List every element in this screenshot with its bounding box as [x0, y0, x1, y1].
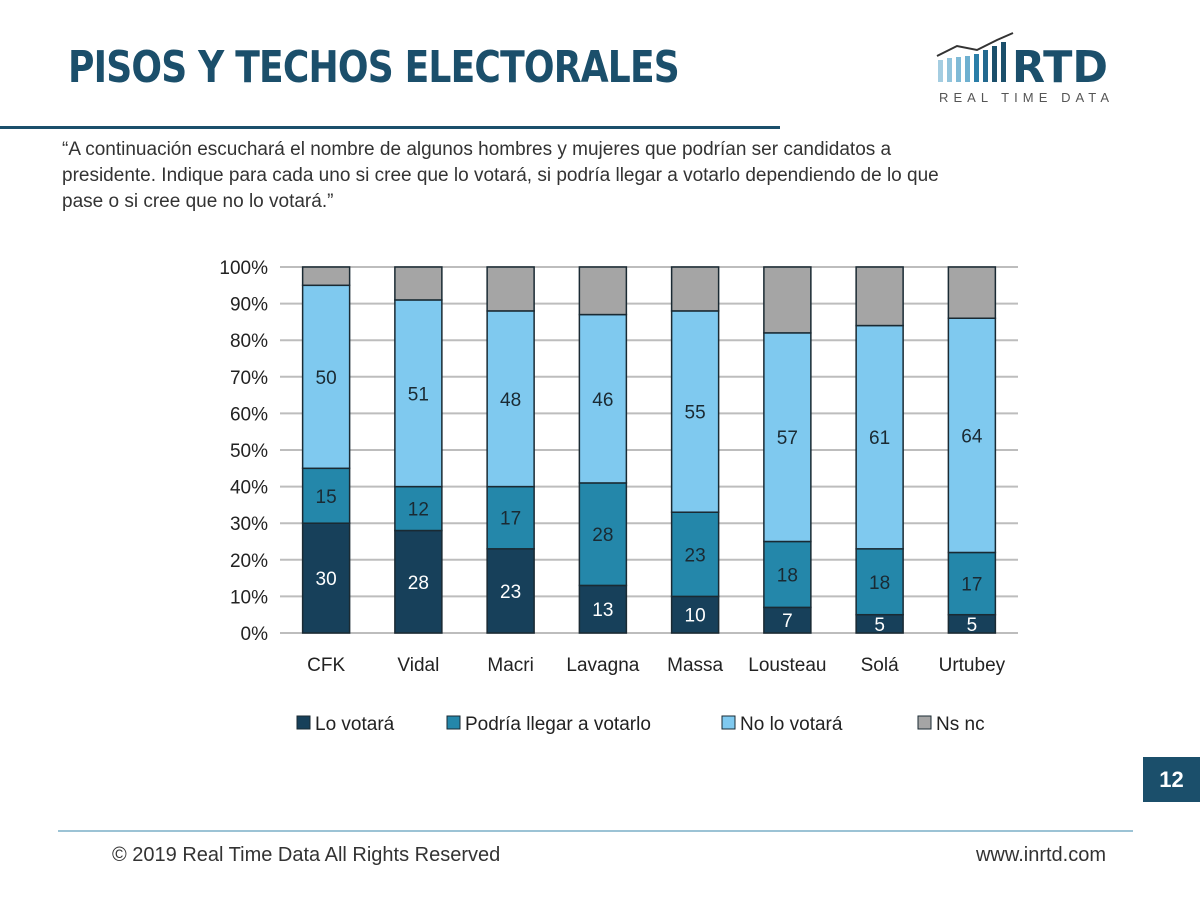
- legend-label: Ns nc: [936, 714, 985, 735]
- data-label: 12: [408, 500, 429, 521]
- x-tick-label: CFK: [307, 655, 345, 676]
- bar-segment: [670, 310, 720, 513]
- bar-segment: [855, 266, 904, 327]
- data-label: 28: [592, 525, 613, 546]
- data-label: 13: [592, 600, 613, 621]
- bar-segment: [301, 284, 351, 470]
- data-label: 5: [967, 615, 978, 636]
- y-tick-label: 70%: [230, 368, 268, 389]
- rtd-logo: RTD REAL TIME DATA: [936, 32, 1109, 105]
- y-tick-label: 80%: [230, 331, 268, 352]
- stacked-bar-chart: 0% 10% 20% 30% 40% 50% 60% 70% 80% 90% 100% 30 15 50 C…: [219, 258, 1018, 735]
- x-tick-label: Lousteau: [748, 655, 826, 676]
- y-tick-label: 90%: [230, 295, 268, 316]
- legend-swatch: [917, 715, 932, 730]
- bar-segment: [763, 606, 812, 634]
- data-label: 48: [500, 390, 521, 411]
- bar-segment: [486, 485, 535, 550]
- bar-segment: [578, 266, 628, 316]
- data-label: 7: [782, 611, 793, 632]
- y-tick-label: 50%: [230, 441, 268, 462]
- bar-segment: [394, 266, 443, 301]
- footer-divider: [58, 830, 1133, 832]
- data-label: 28: [408, 573, 429, 594]
- y-tick-label: 60%: [230, 404, 268, 425]
- data-label: 10: [685, 606, 706, 627]
- data-label: 15: [316, 487, 337, 508]
- data-label: 18: [777, 565, 798, 586]
- bar-segment: [670, 511, 720, 598]
- page-title: PISOS Y TECHOS ELECTORALES: [68, 42, 680, 93]
- survey-question: “A continuación escuchará el nombre de a…: [62, 139, 939, 212]
- data-label: 23: [685, 545, 706, 566]
- bar-segment: [670, 266, 720, 312]
- bar-segment: [486, 266, 535, 312]
- bar-segment: [947, 266, 997, 319]
- y-tick-label: 20%: [230, 551, 268, 572]
- bar-segment: [578, 313, 628, 484]
- data-label: 51: [408, 384, 429, 405]
- x-tick-label: Vidal: [397, 655, 439, 676]
- copyright: © 2019 Real Time Data All Rights Reserve…: [112, 844, 501, 866]
- legend-swatch: [721, 715, 736, 730]
- data-label: 23: [500, 582, 521, 603]
- bar-segment: [763, 332, 812, 543]
- bar-segment: [486, 310, 535, 488]
- y-tick-label: 40%: [230, 478, 268, 499]
- legend-swatch: [446, 715, 461, 730]
- bar-segment: [855, 548, 904, 616]
- x-tick-label: Urtubey: [939, 655, 1006, 676]
- bar-segment: [394, 299, 443, 488]
- bar-segment: [301, 522, 351, 634]
- bar-segment: [855, 324, 904, 550]
- data-label: 46: [592, 390, 613, 411]
- data-label: 17: [500, 509, 521, 530]
- data-label: 50: [316, 368, 337, 389]
- bar-segment: [763, 540, 812, 609]
- data-label: 64: [961, 426, 983, 447]
- page-number: 12: [1143, 757, 1200, 802]
- logo-text: RTD: [1012, 42, 1108, 93]
- bar-segment: [947, 317, 997, 554]
- bar-segment: [947, 551, 997, 616]
- legend-label: No lo votará: [740, 714, 843, 735]
- title-divider: [0, 126, 780, 129]
- bar-segment: [394, 485, 443, 532]
- data-label: 55: [685, 403, 706, 424]
- data-label: 5: [874, 615, 885, 636]
- x-tick-label: Massa: [667, 655, 723, 676]
- data-label: 61: [869, 428, 890, 449]
- legend-swatch: [296, 715, 311, 730]
- x-tick-label: Lavagna: [566, 655, 639, 676]
- logo-subtext: REAL TIME DATA: [939, 90, 1109, 105]
- y-tick-label: 30%: [230, 514, 268, 535]
- bar-segment: [301, 467, 351, 524]
- x-tick-label: Macri: [487, 655, 533, 676]
- data-label: 57: [777, 428, 798, 449]
- bar-segment: [763, 266, 812, 334]
- data-label: 30: [316, 569, 337, 590]
- bar-segment: [301, 266, 351, 287]
- bar-segment: [578, 482, 628, 587]
- data-label: 18: [869, 573, 890, 594]
- y-tick-label: 100%: [219, 258, 268, 279]
- data-label: 17: [961, 575, 982, 596]
- website-url: www.inrtd.com: [975, 844, 1106, 866]
- y-tick-label: 0%: [241, 624, 269, 645]
- bar-segment: [578, 584, 628, 634]
- x-tick-label: Solá: [861, 655, 899, 676]
- legend-label: Podría llegar a votarlo: [465, 714, 651, 735]
- legend-label: Lo votará: [315, 714, 395, 735]
- y-tick-label: 10%: [230, 587, 268, 608]
